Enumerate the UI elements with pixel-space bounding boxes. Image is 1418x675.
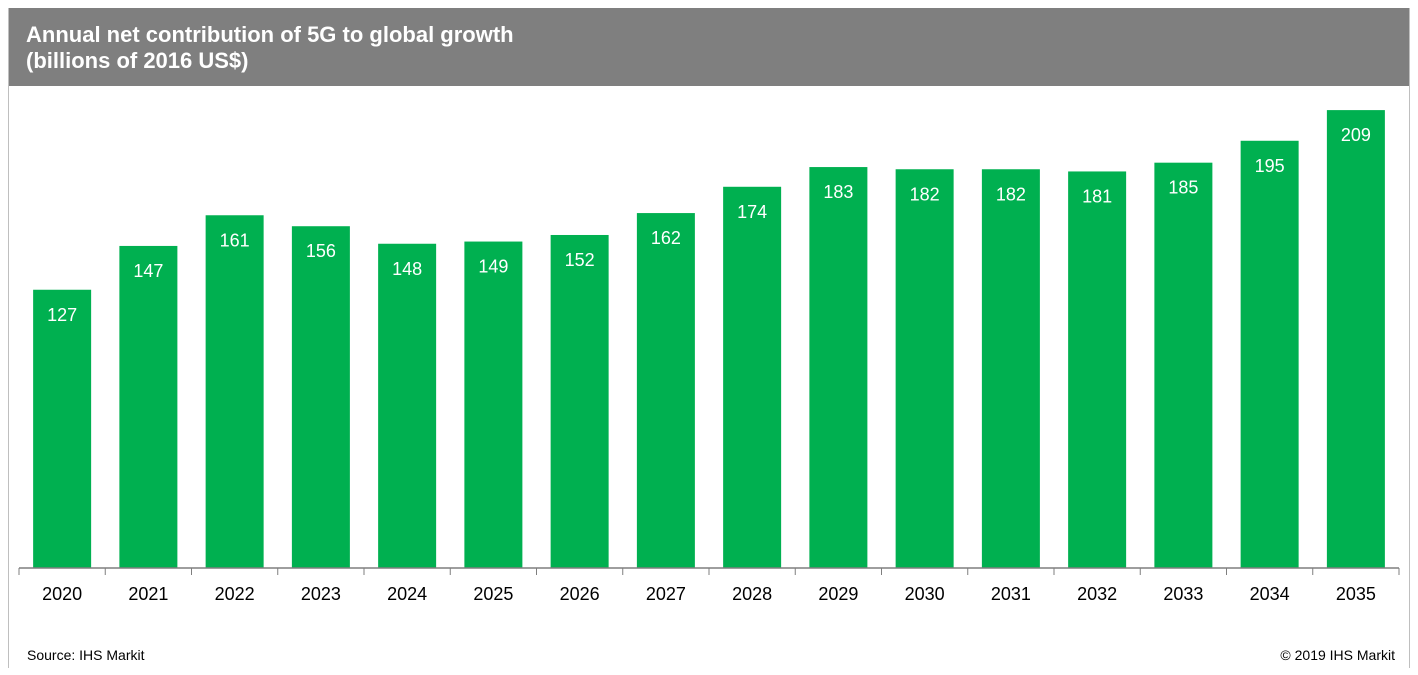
chart-title-bar: Annual net contribution of 5G to global … [9, 8, 1409, 86]
data-label-2029: 183 [823, 182, 853, 202]
bar-2031 [981, 169, 1040, 568]
data-label-2026: 152 [565, 250, 595, 270]
bar-2026 [550, 234, 609, 569]
bar-2030 [895, 169, 954, 568]
x-tick-label-2033: 2033 [1163, 584, 1203, 604]
chart-subtitle: (billions of 2016 US$) [26, 48, 249, 73]
bar-2021 [119, 245, 178, 568]
data-label-2023: 156 [306, 241, 336, 261]
data-label-2025: 149 [478, 257, 508, 277]
bar-chart: 127 2020 147 2021 161 2022 156 2023 148 2024 149 20… [18, 110, 1400, 604]
data-label-2020: 127 [47, 305, 77, 325]
x-tick-label-2034: 2034 [1250, 584, 1290, 604]
data-label-2030: 182 [910, 184, 940, 204]
x-tick-label-2032: 2032 [1077, 584, 1117, 604]
copyright-note: © 2019 IHS Markit [1280, 647, 1395, 663]
data-label-2021: 147 [133, 261, 163, 281]
x-tick-label-2031: 2031 [991, 584, 1031, 604]
source-note: Source: IHS Markit [27, 647, 145, 663]
x-tick-label-2022: 2022 [215, 584, 255, 604]
x-tick-label-2023: 2023 [301, 584, 341, 604]
data-label-2027: 162 [651, 228, 681, 248]
bar-2034 [1240, 140, 1299, 568]
bar-2023 [291, 226, 350, 568]
bar-2029 [809, 167, 868, 568]
data-label-2034: 195 [1255, 156, 1285, 176]
data-label-2022: 161 [220, 230, 250, 250]
chart-title: Annual net contribution of 5G to global … [26, 22, 514, 47]
x-tick-label-2026: 2026 [560, 584, 600, 604]
chart-frame: Annual net contribution of 5G to global … [8, 8, 1410, 668]
bar-2032 [1068, 171, 1127, 568]
x-tick-label-2028: 2028 [732, 584, 772, 604]
data-label-2024: 148 [392, 259, 422, 279]
data-label-2028: 174 [737, 202, 767, 222]
x-tick-label-2029: 2029 [818, 584, 858, 604]
x-tick-label-2027: 2027 [646, 584, 686, 604]
bar-2025 [464, 241, 523, 569]
bar-2022 [205, 215, 264, 568]
bar-2035 [1326, 110, 1385, 568]
bar-2033 [1154, 162, 1213, 568]
x-tick-label-2025: 2025 [473, 584, 513, 604]
data-label-2031: 182 [996, 184, 1026, 204]
x-tick-label-2020: 2020 [42, 584, 82, 604]
data-label-2032: 181 [1082, 186, 1112, 206]
bar-2020 [33, 289, 92, 568]
bar-2027 [636, 213, 695, 568]
x-tick-label-2035: 2035 [1336, 584, 1376, 604]
data-label-2035: 209 [1341, 125, 1371, 145]
x-tick-label-2030: 2030 [905, 584, 945, 604]
data-label-2033: 185 [1168, 178, 1198, 198]
bar-2028 [723, 186, 782, 568]
x-tick-label-2024: 2024 [387, 584, 427, 604]
bar-2024 [378, 243, 437, 568]
x-tick-label-2021: 2021 [128, 584, 168, 604]
